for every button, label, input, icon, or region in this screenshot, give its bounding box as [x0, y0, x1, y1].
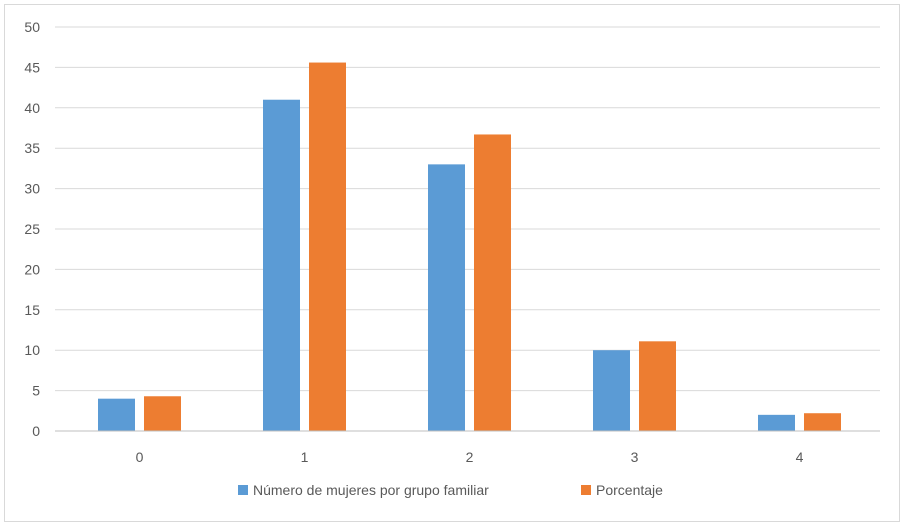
bars [98, 62, 841, 432]
bar-numero-0 [98, 398, 135, 431]
legend-entry: Número de mujeres por grupo familiar [253, 482, 489, 498]
y-axis: 0 5 10 15 20 25 30 35 40 45 50 [24, 19, 40, 439]
y-tick-label: 40 [24, 100, 40, 116]
y-tick-label: 20 [24, 261, 40, 277]
y-tick-label: 10 [24, 342, 40, 358]
bar-numero-3 [593, 350, 630, 431]
bar-porcentaje-2 [474, 134, 511, 432]
x-tick-label: 3 [631, 449, 639, 465]
x-axis: 0 1 2 3 4 [55, 430, 880, 465]
x-tick-label: 0 [136, 449, 144, 465]
bar-porcentaje-4 [804, 413, 841, 431]
x-tick-label: 4 [796, 449, 804, 465]
y-tick-label: 0 [32, 423, 40, 439]
y-tick-label: 35 [24, 140, 40, 156]
y-tick-label: 50 [24, 19, 40, 35]
legend-swatch [581, 485, 591, 495]
y-tick-label: 25 [24, 221, 40, 237]
x-tick-label: 1 [301, 449, 309, 465]
y-tick-label: 5 [32, 383, 40, 399]
legend-swatch [238, 485, 248, 495]
legend: Número de mujeres por grupo familiar Porc… [238, 482, 663, 498]
gridlines [55, 26, 880, 432]
y-tick-label: 15 [24, 302, 40, 318]
bar-porcentaje-0 [144, 396, 181, 431]
bar-numero-2 [428, 164, 465, 432]
bar-numero-1 [263, 99, 300, 431]
bar-porcentaje-1 [309, 62, 346, 431]
bar-porcentaje-3 [639, 341, 676, 431]
legend-entry: Porcentaje [596, 482, 663, 498]
bar-numero-4 [758, 414, 795, 431]
y-tick-label: 30 [24, 181, 40, 197]
y-tick-label: 45 [24, 59, 40, 75]
x-tick-label: 2 [466, 449, 474, 465]
